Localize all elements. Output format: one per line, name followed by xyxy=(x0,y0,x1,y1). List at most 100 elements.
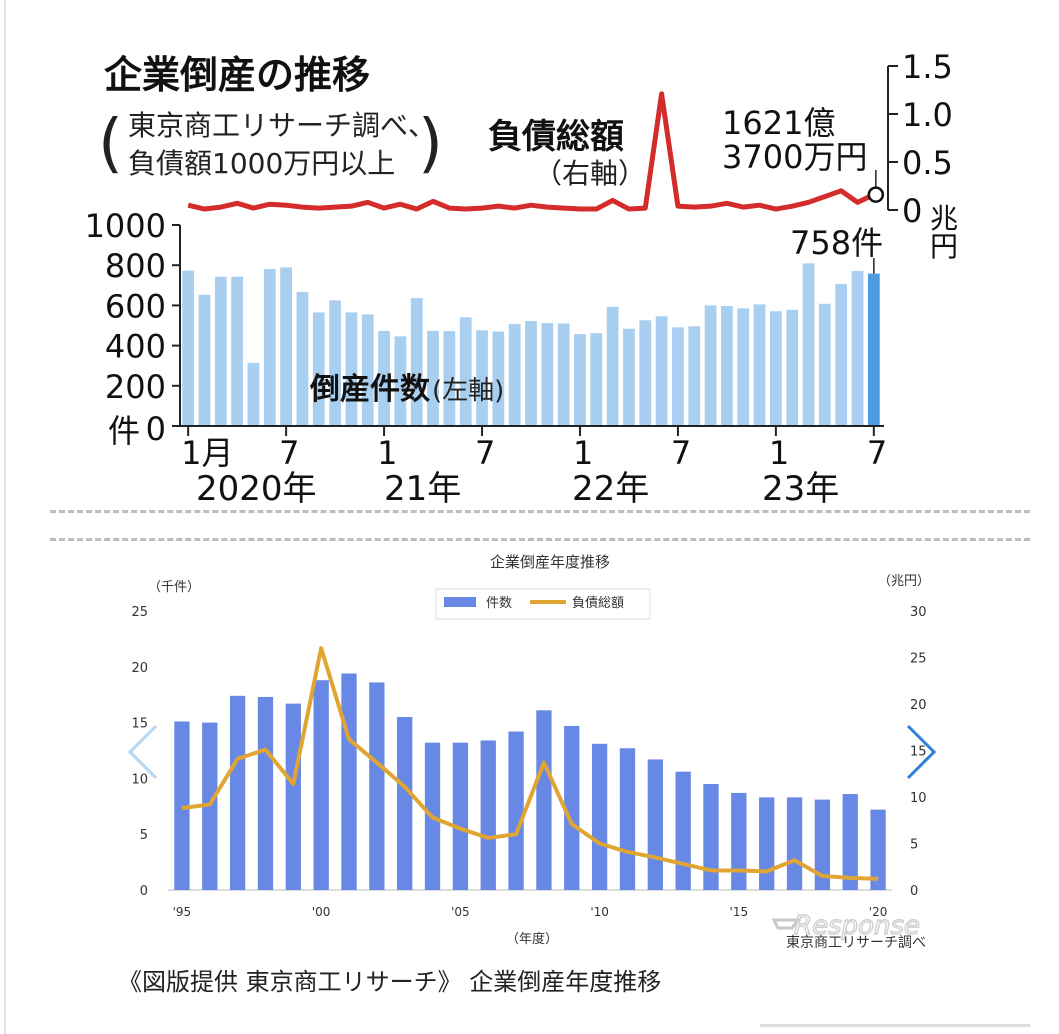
count-bar xyxy=(737,308,750,426)
right-axis-unit-2: 円 xyxy=(930,230,958,263)
left-tick-label: 1000 xyxy=(85,207,166,245)
count-bar xyxy=(229,695,246,890)
count-bar xyxy=(247,362,260,426)
x-tick-label: '00 xyxy=(312,905,331,919)
count-bar xyxy=(452,742,469,890)
right-tick-label: 20 xyxy=(910,698,927,713)
bottom-plot-area: 0 5 10 15 20 25 0 5 10 15 20 25 30 '95 '00 '05 '10 '15 '20 xyxy=(131,605,926,919)
legend-count-label: 件数 xyxy=(486,596,512,611)
left-tick-label: 600 xyxy=(105,287,166,325)
count-bar xyxy=(443,331,456,426)
count-bar xyxy=(198,294,211,426)
count-bar xyxy=(476,330,488,426)
count-bar xyxy=(835,283,848,426)
source-line-2: 負債額1000万円以上 xyxy=(128,147,395,180)
count-bar xyxy=(647,759,663,890)
last-debt-line-2: 3700万円 xyxy=(722,138,867,176)
count-bar xyxy=(345,312,358,426)
right-axis-unit-1: 兆 xyxy=(930,202,958,235)
count-bar xyxy=(361,314,374,426)
count-bar xyxy=(174,721,190,890)
right-tick-label: 1.0 xyxy=(902,96,953,134)
count-bar xyxy=(721,306,733,426)
count-bar xyxy=(182,270,195,426)
count-bar xyxy=(280,267,292,426)
count-bar xyxy=(313,680,329,890)
legend: 件数 負債総額 xyxy=(435,588,651,620)
right-tick-label: 0 xyxy=(902,192,922,230)
count-bar xyxy=(802,263,815,426)
divider-dash-2 xyxy=(50,538,1030,541)
last-count-label: 758件 xyxy=(790,224,883,262)
debt-line xyxy=(187,91,875,212)
count-bar xyxy=(341,673,357,890)
count-bar xyxy=(842,794,858,890)
left-tick-label: 15 xyxy=(131,717,148,732)
left-series-label: 倒産件数 xyxy=(309,372,431,407)
count-bar xyxy=(480,740,496,890)
count-bar xyxy=(688,326,701,426)
count-bar xyxy=(285,703,301,890)
right-tick-label: 15 xyxy=(910,745,927,760)
count-bar xyxy=(786,797,803,890)
left-tick-label: 200 xyxy=(105,368,166,406)
count-bar xyxy=(786,309,799,426)
x-tick-label: '20 xyxy=(869,905,888,919)
left-unit: （千件） xyxy=(148,580,200,595)
x-tick-label: 7 xyxy=(671,434,691,472)
count-bar xyxy=(394,336,407,426)
legend-count-swatch xyxy=(444,597,476,607)
left-tick-label: 25 xyxy=(131,605,148,620)
x-tick-label: '95 xyxy=(173,905,192,919)
top-chart-title: 企業倒産の推移 xyxy=(104,53,370,97)
annual-bankruptcy-chart: 企業倒産年度推移 （千件） （兆円） 件数 負債総額 0 5 10 15 20 25 0 5 1… xyxy=(131,553,930,951)
count-bar xyxy=(397,717,413,890)
count-bar xyxy=(296,291,309,426)
right-tick-label: 1.5 xyxy=(902,48,953,86)
x-tick-label: '10 xyxy=(590,905,609,919)
count-bar xyxy=(257,696,274,890)
count-bar xyxy=(655,316,668,426)
count-bar xyxy=(557,323,570,426)
count-bar xyxy=(639,320,652,426)
source-line-1: 東京商工リサーチ調べ、 xyxy=(128,109,436,142)
count-bar xyxy=(619,748,636,890)
bottom-bar xyxy=(760,1024,1030,1027)
right-series-sub: （右軸） xyxy=(534,157,646,190)
watermark-text: Response xyxy=(794,911,920,941)
count-bar xyxy=(231,276,244,426)
x-tick-label: '15 xyxy=(730,905,749,919)
count-bar xyxy=(329,300,341,426)
source-close-paren: ) xyxy=(418,107,443,181)
chevron-right-icon[interactable] xyxy=(904,724,938,780)
count-bar xyxy=(492,331,505,426)
source-open-paren: ( xyxy=(98,107,123,181)
bottom-source: 東京商工リサーチ調べ xyxy=(786,935,926,951)
x-tick-label: 1 xyxy=(769,434,789,472)
count-bar xyxy=(753,304,766,426)
count-bar xyxy=(851,271,864,426)
left-series-sub: (左軸) xyxy=(432,376,504,406)
legend-debt-label: 負債総額 xyxy=(572,596,624,611)
left-edge-line xyxy=(4,0,6,1034)
count-bar xyxy=(704,305,717,426)
left-axis-unit: 件 xyxy=(108,412,140,450)
count-bar xyxy=(459,317,472,426)
debt-last-point xyxy=(867,186,885,203)
chevron-left-icon[interactable] xyxy=(126,724,160,780)
left-tick-label: 800 xyxy=(105,247,166,285)
year-label-21: 21年 xyxy=(384,469,461,509)
count-bar xyxy=(591,743,608,890)
x-tick-label: 1 xyxy=(377,434,397,472)
count-bar xyxy=(623,328,635,426)
year-label-22: 22年 xyxy=(572,469,649,509)
left-tick-label: 0 xyxy=(140,884,148,899)
count-bar xyxy=(378,330,390,426)
left-tick-label: 400 xyxy=(105,328,166,366)
figure-caption: 《図版提供 東京商工リサーチ》 企業倒産年度推移 xyxy=(118,968,662,996)
right-tick-label: 0.5 xyxy=(902,144,953,182)
count-bar xyxy=(214,276,227,426)
count-bar xyxy=(410,298,423,426)
left-tick-label: 10 xyxy=(131,772,148,787)
